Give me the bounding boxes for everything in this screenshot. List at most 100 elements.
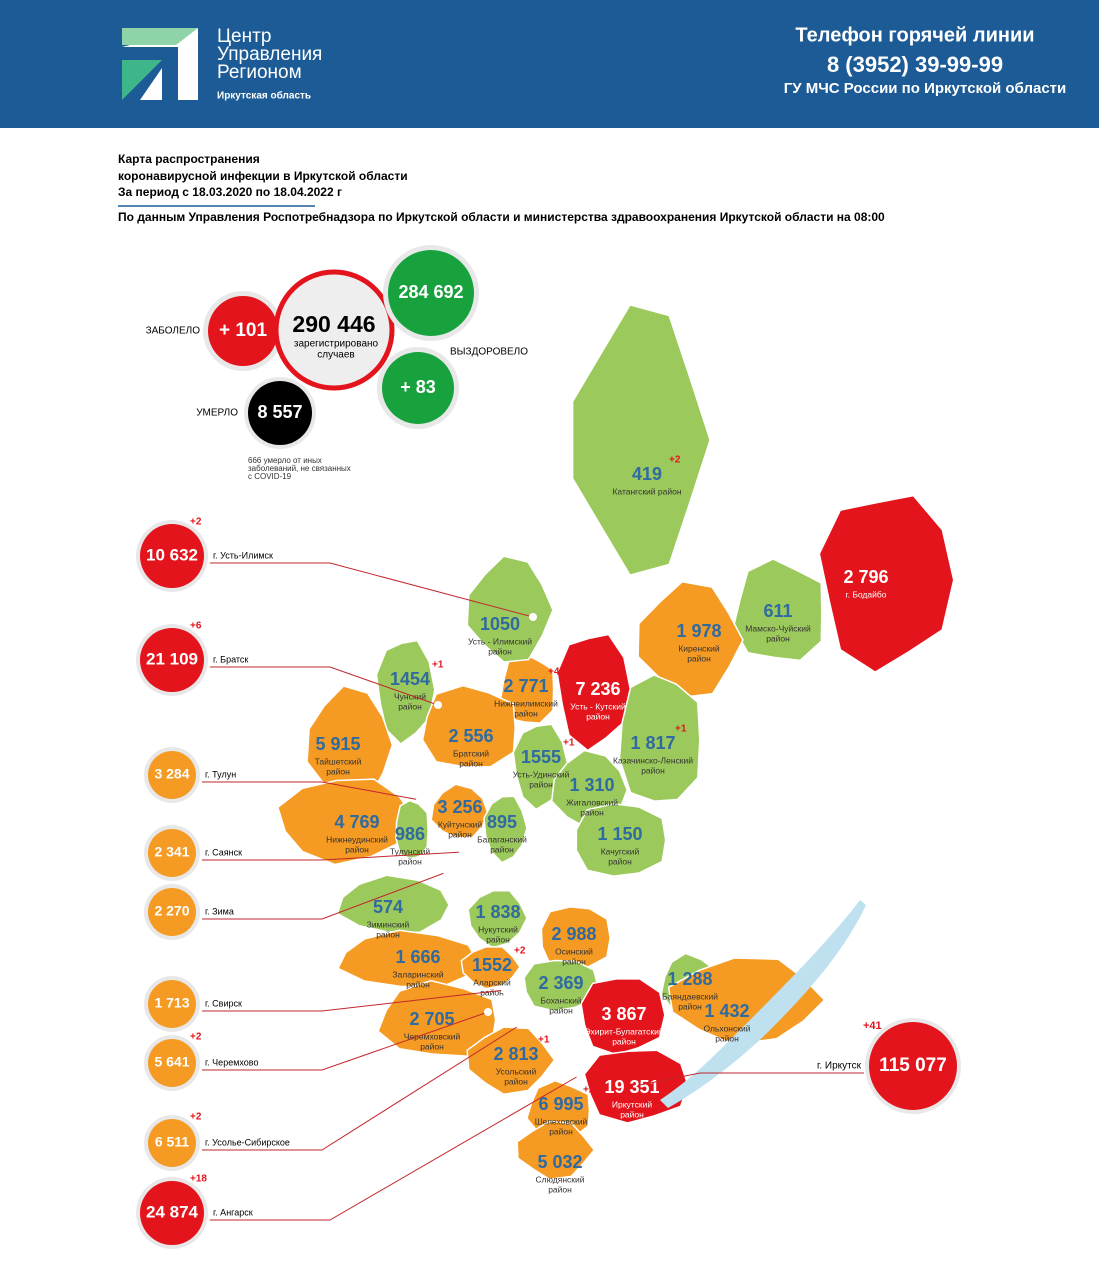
district-area bbox=[571, 304, 711, 576]
district-area bbox=[556, 633, 632, 752]
district-name: Усть - Илимский bbox=[468, 636, 532, 646]
district-delta: +1 bbox=[538, 1035, 550, 1046]
district-name: Тулунский bbox=[390, 846, 430, 856]
district-name: Качугский bbox=[601, 846, 640, 856]
city-leader bbox=[202, 851, 464, 861]
district-name: район bbox=[486, 934, 510, 944]
source-line: По данным Управления Роспотребнадзора по… bbox=[118, 210, 885, 224]
district-name: район bbox=[641, 765, 665, 775]
district-area bbox=[516, 1120, 596, 1180]
city-name: г. Усолье-Сибирское bbox=[205, 1137, 290, 1147]
district-name: Тайшетский bbox=[315, 756, 362, 766]
city-leader bbox=[639, 1072, 864, 1086]
district-value: 1552 bbox=[472, 955, 512, 975]
died-note: заболеваний, не связанных bbox=[248, 464, 351, 473]
died-label: УМЕРЛО bbox=[196, 408, 238, 419]
district-name: район bbox=[345, 844, 369, 854]
district-value: 1 150 bbox=[597, 824, 642, 844]
hotline-phone: 8 (3952) 39-99-99 bbox=[827, 52, 1003, 77]
district-name: Братский bbox=[453, 748, 489, 758]
district-value: 1050 bbox=[480, 614, 520, 634]
city-name: г. Братск bbox=[213, 654, 248, 664]
district-name: район bbox=[376, 929, 400, 939]
district-area bbox=[421, 684, 516, 768]
recovered: 284 692 bbox=[398, 282, 463, 302]
logo bbox=[122, 28, 198, 100]
district-value: 1 817 bbox=[630, 733, 675, 753]
district-value: 1 978 bbox=[676, 621, 721, 641]
district-name: район bbox=[620, 1109, 644, 1119]
district-area bbox=[618, 674, 701, 802]
city-circle bbox=[140, 1181, 204, 1245]
district-value: 419 bbox=[632, 464, 662, 484]
city-value: 10 632 bbox=[146, 545, 198, 564]
district-value: 2 796 bbox=[843, 567, 888, 587]
city-circle bbox=[148, 829, 196, 877]
district-name: Усть-Удинский bbox=[513, 769, 570, 779]
city-value: 2 270 bbox=[154, 903, 189, 919]
district-value: 986 bbox=[395, 824, 425, 844]
district-area bbox=[466, 555, 554, 663]
district-name: Зиминский bbox=[367, 919, 410, 929]
district-area bbox=[540, 906, 611, 971]
district-name: Жигаловский bbox=[566, 797, 618, 807]
district-value: 1 838 bbox=[475, 902, 520, 922]
district-value: 2 771 bbox=[503, 676, 548, 696]
city-delta: +6 bbox=[190, 621, 202, 632]
district-value: 895 bbox=[487, 812, 517, 832]
district-area bbox=[523, 959, 599, 1012]
district-name: район bbox=[406, 979, 430, 989]
district-name: г. Бодайбо bbox=[846, 589, 887, 599]
district-name: район bbox=[398, 856, 422, 866]
district-name: район bbox=[586, 711, 610, 721]
district-value: 2 556 bbox=[448, 726, 493, 746]
city-name: г. Ангарск bbox=[213, 1207, 253, 1217]
city-point bbox=[416, 796, 424, 804]
district-delta: +2 bbox=[514, 946, 526, 957]
city-point bbox=[529, 613, 537, 621]
sick-label: ЗАБОЛЕЛО bbox=[146, 326, 201, 337]
district-delta: +1 bbox=[675, 724, 687, 735]
district-name: Чунский bbox=[394, 691, 426, 701]
city-delta: +2 bbox=[190, 517, 202, 528]
city-leader bbox=[202, 989, 506, 1012]
died: 8 557 bbox=[257, 402, 302, 422]
district-delta: +1 bbox=[563, 738, 575, 749]
district-area bbox=[430, 783, 489, 839]
title-line: Карта распространения bbox=[118, 152, 260, 166]
district-label: 2 796+2 г. Бодайбо bbox=[843, 558, 899, 600]
district-value: 1555 bbox=[521, 747, 561, 767]
district-name: район bbox=[490, 844, 514, 854]
district-name: район bbox=[562, 956, 586, 966]
district-name: район bbox=[715, 1033, 739, 1043]
district-value: 1 666 bbox=[395, 947, 440, 967]
district-name: район bbox=[529, 779, 553, 789]
district-name: район bbox=[612, 1036, 636, 1046]
district-name: район bbox=[398, 701, 422, 711]
city-point bbox=[501, 986, 509, 994]
city-leader bbox=[210, 666, 439, 706]
district-area bbox=[395, 799, 429, 860]
city-point bbox=[516, 1021, 524, 1029]
org-name: Регионом bbox=[217, 62, 302, 83]
city-point bbox=[459, 848, 467, 856]
district-area bbox=[732, 558, 823, 662]
district-name: район bbox=[608, 856, 632, 866]
recovered-new: + 83 bbox=[400, 377, 436, 397]
district-value: 3 867 bbox=[601, 1004, 646, 1024]
title-line: За период с 18.03.2020 по 18.04.2022 г bbox=[118, 185, 342, 199]
city-leader bbox=[202, 1011, 489, 1071]
district-name: район bbox=[488, 646, 512, 656]
city-point bbox=[484, 1008, 492, 1016]
